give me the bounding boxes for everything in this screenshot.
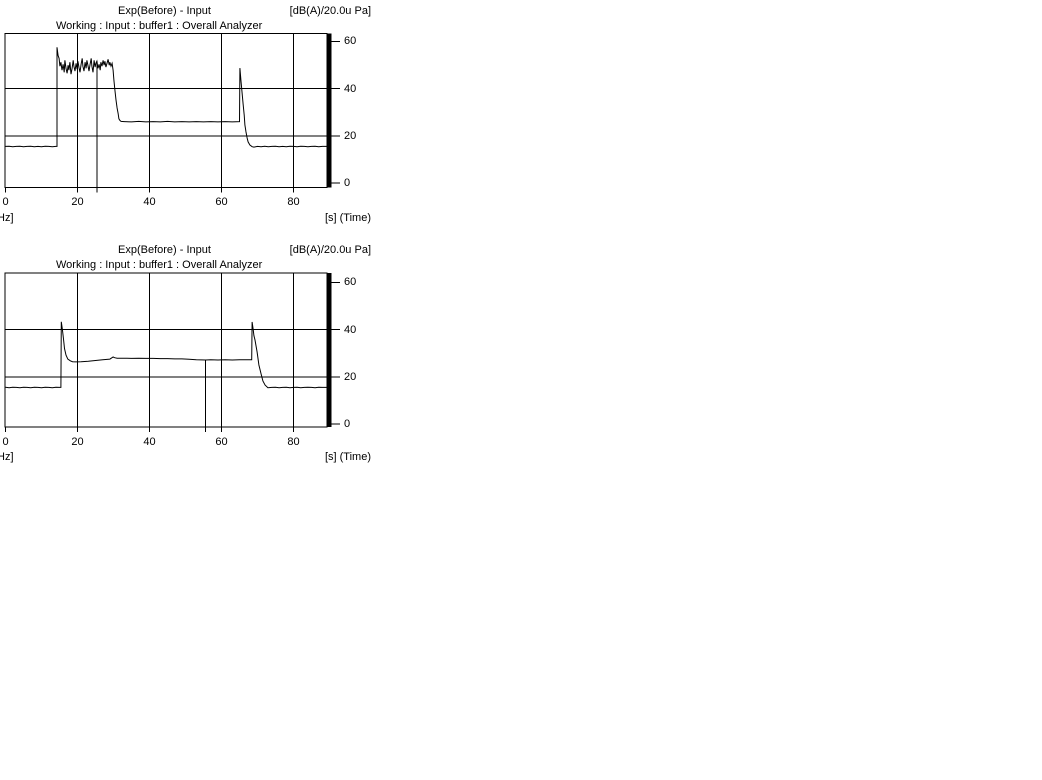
chart1-x-axis-label: [s] (Time) <box>324 212 371 224</box>
chart2-x-tick-label: 80 <box>287 436 300 448</box>
plot-border <box>4 272 328 428</box>
chart2-plot[interactable] <box>4 272 340 432</box>
chart1-y-tick-label: 0 <box>344 177 351 189</box>
chart2-y-tick-label: 40 <box>344 324 357 336</box>
chart2-y-tick-label: 0 <box>344 418 351 430</box>
chart1-x-tick-label: 40 <box>143 196 156 208</box>
chart2-x-tick-label: 40 <box>143 436 156 448</box>
chart2-x-tick-label: 0 <box>2 436 9 448</box>
chart1-y-tick-label: 20 <box>344 130 357 142</box>
chart2-y-tick-label: 60 <box>344 276 357 288</box>
series-curve-input <box>5 321 327 389</box>
chart2-subtitle: Working : Input : buffer1 : Overall Anal… <box>56 259 263 271</box>
chart1-x-tick-label: 80 <box>287 196 300 208</box>
chart1-y-tick-label: 60 <box>344 35 357 47</box>
chart1-plot[interactable] <box>4 33 340 193</box>
chart1-subtitle: Working : Input : buffer1 : Overall Anal… <box>56 20 263 32</box>
chart2-hz-label-clipped: Hz] <box>0 451 14 463</box>
chart1-x-tick-label: 20 <box>71 196 84 208</box>
chart1-x-tick-label: 60 <box>215 196 228 208</box>
chart1-hz-label-clipped: Hz] <box>0 212 14 224</box>
chart1-x-tick-label: 0 <box>2 196 9 208</box>
chart2-x-axis-label: [s] (Time) <box>324 451 371 463</box>
chart1-y-tick-label: 40 <box>344 83 357 95</box>
chart2-x-tick-label: 60 <box>215 436 228 448</box>
plot-border <box>4 33 328 188</box>
series-curve-input <box>5 47 327 148</box>
y-axis-bar <box>327 33 332 188</box>
chart1-unit-label: [dB(A)/20.0u Pa] <box>289 5 371 17</box>
chart2-unit-label: [dB(A)/20.0u Pa] <box>289 244 371 256</box>
chart1-title: Exp(Before) - Input <box>118 5 211 17</box>
y-axis-bar <box>327 273 332 427</box>
chart2-title: Exp(Before) - Input <box>118 244 211 256</box>
chart2-x-tick-label: 20 <box>71 436 84 448</box>
chart2-y-tick-label: 20 <box>344 371 357 383</box>
